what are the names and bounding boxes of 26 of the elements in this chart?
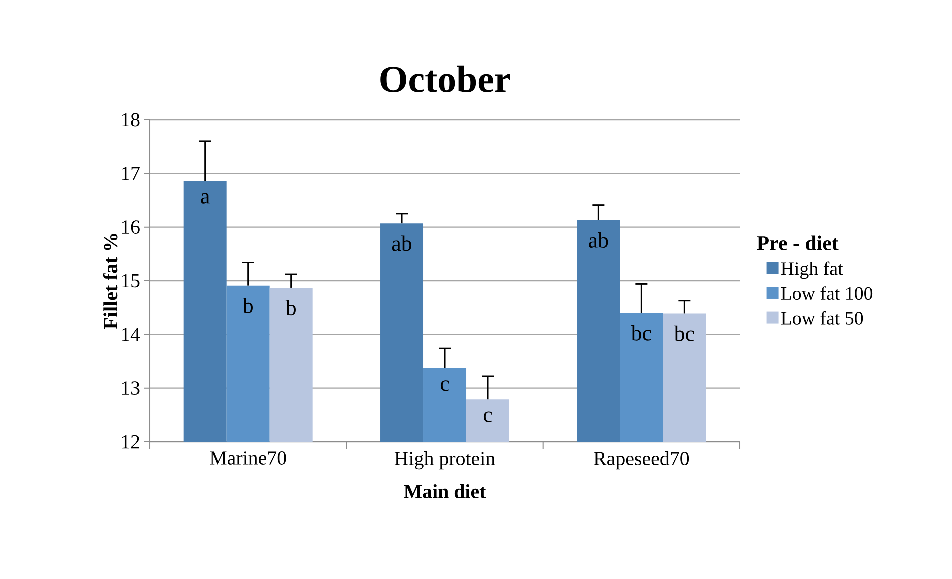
y-tick-label: 12	[122, 435, 140, 449]
x-tick-label: Marine70	[210, 452, 286, 465]
legend-title: Pre - diet	[757, 236, 839, 250]
data-label: b	[242, 298, 253, 314]
x-axis-title: Main diet	[404, 484, 486, 498]
data-label: bc	[631, 325, 652, 341]
y-tick-label: 13	[122, 382, 140, 396]
x-tick-label: Rapeseed70	[594, 452, 690, 470]
legend-label: High fat	[781, 262, 844, 280]
data-label: c	[484, 412, 492, 422]
y-tick-label: 18	[122, 113, 140, 127]
y-axis-title: Fillet fat %	[103, 234, 118, 330]
data-label: c	[440, 380, 450, 392]
y-tick-label: 17	[122, 167, 140, 180]
data-label: ab	[392, 236, 412, 252]
data-label: bc	[674, 326, 694, 342]
data-label: a	[201, 193, 210, 204]
legend-label: Low fat 50	[781, 311, 864, 325]
y-tick-label: 15	[122, 274, 140, 288]
y-tick-label: 14	[122, 328, 140, 342]
x-tick-label: High protein	[394, 452, 496, 470]
chart-title: October	[380, 66, 510, 92]
y-tick-label: 16	[122, 220, 140, 234]
legend-label: Low fat 100	[781, 286, 873, 300]
data-label: b	[286, 300, 296, 316]
data-label: ab	[589, 232, 608, 248]
